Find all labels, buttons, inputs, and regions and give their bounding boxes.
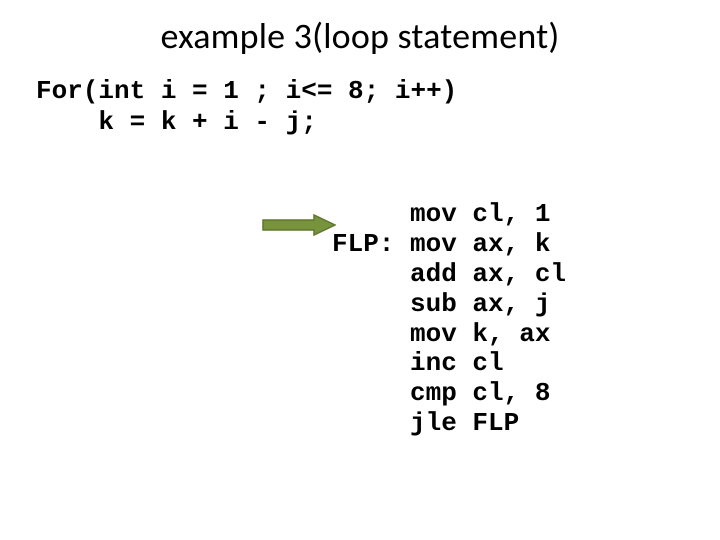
asm-line-8: jle FLP xyxy=(332,408,519,438)
asm-line-2: FLP: mov ax, k xyxy=(332,229,550,259)
asm-line-6: inc cl xyxy=(332,348,504,378)
c-code-block: For(int i = 1 ; i<= 8; i++) k = k + i - … xyxy=(36,76,680,137)
asm-line-1: mov cl, 1 xyxy=(332,199,550,229)
asm-line-4: sub ax, j xyxy=(332,289,550,319)
c-code-line-2: k = k + i - j; xyxy=(36,107,317,137)
arrow-icon xyxy=(262,214,336,236)
slide: example 3(loop statement) For(int i = 1 … xyxy=(0,0,720,540)
asm-line-3: add ax, cl xyxy=(332,259,566,289)
slide-title: example 3(loop statement) xyxy=(40,14,680,58)
c-code-line-1: For(int i = 1 ; i<= 8; i++) xyxy=(36,76,457,106)
asm-line-7: cmp cl, 8 xyxy=(332,378,550,408)
asm-code-block: mov cl, 1 FLP: mov ax, k add ax, cl sub … xyxy=(332,200,566,439)
arrow-shape xyxy=(263,215,335,235)
asm-line-5: mov k, ax xyxy=(332,319,550,349)
